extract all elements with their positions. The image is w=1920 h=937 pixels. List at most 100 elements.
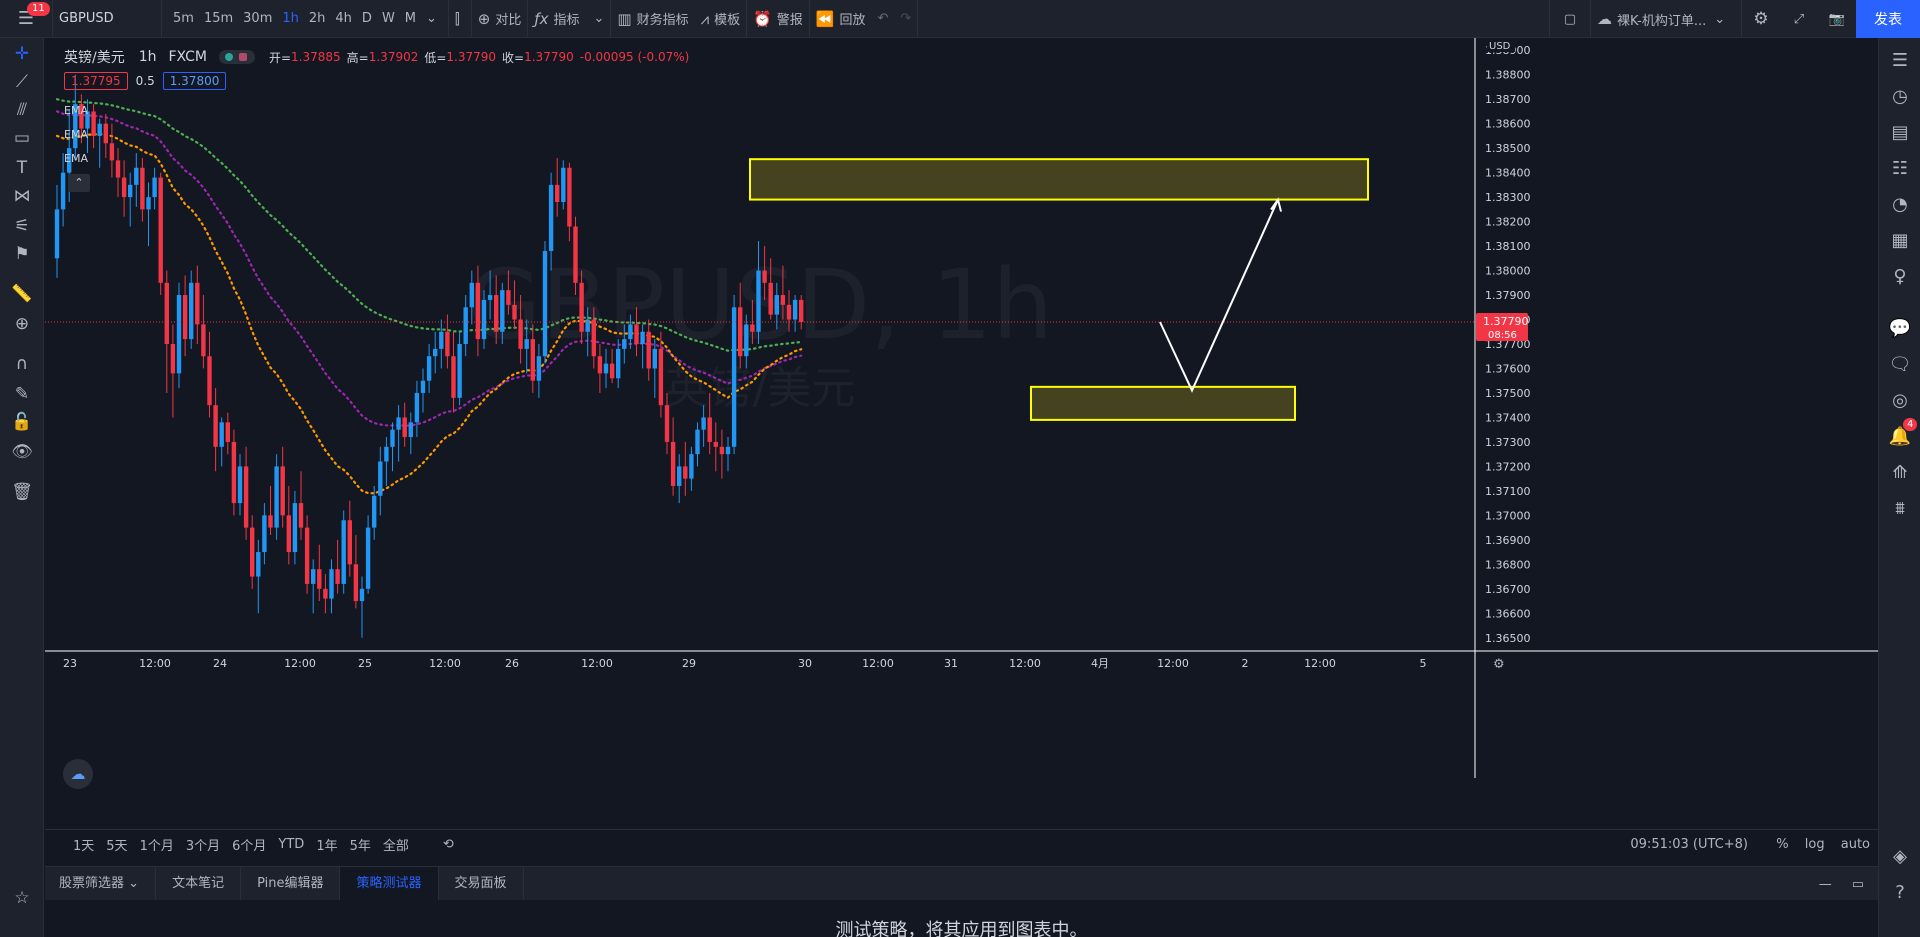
details-icon[interactable]: ☷ [1891, 158, 1909, 179]
clock-icon[interactable]: ◷ [1892, 86, 1908, 107]
tab-notes[interactable]: 文本笔记 [156, 866, 242, 901]
tf-5m[interactable]: 5m [173, 11, 194, 26]
percent-scale-toggle[interactable]: % [1776, 837, 1789, 852]
pulse-icon[interactable]: ⟰ [1892, 462, 1908, 483]
zone-demand[interactable] [1030, 385, 1296, 421]
range-ytd[interactable]: YTD [278, 837, 305, 852]
hotlist-icon[interactable]: ◔ [1892, 194, 1908, 215]
layers-icon[interactable]: ◈ [1893, 846, 1907, 867]
tab-trading-panel[interactable]: 交易面板 [439, 866, 524, 901]
tf-m[interactable]: M [404, 11, 417, 26]
candle-body [158, 177, 163, 283]
lock-icon[interactable]: 🔓 [11, 412, 33, 432]
star-icon[interactable]: ☆ [14, 888, 30, 908]
projection-path[interactable] [1159, 199, 1279, 393]
financials-button[interactable]: ▥ 财务指标 [611, 0, 694, 38]
replay-button[interactable]: ⏪ 回放 [810, 0, 872, 38]
pattern-icon[interactable]: ⋈ [13, 186, 31, 206]
sell-button[interactable]: 1.37795 [64, 72, 128, 90]
log-scale-toggle[interactable]: log [1804, 837, 1825, 852]
ema-legend-3[interactable]: EMA [64, 152, 88, 165]
layout-name[interactable]: ☁ 裸K-机构订单... ⌄ [1591, 0, 1741, 38]
menu-button[interactable]: ☰ 11 [0, 0, 52, 38]
minimize-icon[interactable]: — [1818, 876, 1832, 892]
candle-body [573, 226, 578, 283]
range-1m[interactable]: 1个月 [139, 839, 174, 854]
magnet-icon[interactable]: ∩ [15, 354, 29, 374]
crosshair-icon[interactable]: ✛ [14, 44, 30, 64]
tab-pine-editor[interactable]: Pine编辑器 [241, 866, 341, 901]
ema-legend-1[interactable]: EMA [64, 104, 88, 117]
tf-d[interactable]: D [361, 11, 372, 26]
pencil-lock-icon[interactable]: ✎ [14, 384, 30, 404]
candle-body [335, 569, 340, 584]
symbol-search[interactable]: GBPUSD [59, 11, 114, 26]
range-1d[interactable]: 1天 [73, 839, 95, 854]
undo-button[interactable]: ↶ [872, 0, 895, 38]
publish-button[interactable]: 发表 [1856, 0, 1920, 38]
tab-screener[interactable]: 股票筛选器 ⌄ [45, 866, 157, 901]
rectangle-icon[interactable]: ▭ [13, 128, 31, 148]
chart-type-button[interactable]: ⫿ [449, 0, 471, 38]
ema-legend-2[interactable]: EMA [64, 128, 88, 141]
alerts-button[interactable]: ⏰ 警报 [747, 0, 809, 38]
candle-body [121, 177, 127, 198]
auto-scale-toggle[interactable]: auto [1840, 837, 1870, 852]
forecast-icon[interactable]: ⚟ [14, 216, 30, 236]
zone-supply[interactable] [749, 158, 1369, 201]
maximize-icon[interactable]: ▭ [1851, 876, 1864, 892]
messages-icon[interactable]: 🗨 [1888, 354, 1912, 375]
templates-icon: ⩘ [700, 9, 710, 28]
help-icon[interactable]: ? [1895, 882, 1905, 903]
tf-30m[interactable]: 30m [243, 11, 273, 26]
range-1y[interactable]: 1年 [316, 839, 338, 854]
fullscreen-button[interactable]: ⤢ [1780, 0, 1818, 38]
templates-button[interactable]: ⩘ 模板 [695, 0, 746, 38]
text-icon[interactable]: T [16, 158, 28, 178]
indicators-button[interactable]: ƒx 指标 ⌄ [528, 0, 610, 38]
alerts-bell-icon[interactable]: 🔔 [1888, 426, 1912, 447]
calendar-icon[interactable]: ▦ [1891, 230, 1909, 251]
alerts-label: 警报 [776, 13, 803, 28]
range-5d[interactable]: 5天 [106, 839, 128, 854]
axis-settings-icon[interactable]: ⚙ [1493, 657, 1505, 672]
streams-icon[interactable]: ◎ [1892, 390, 1908, 411]
eye-icon[interactable]: 👁 [11, 442, 33, 462]
trend-line-icon[interactable]: ⟋ [16, 72, 28, 92]
tf-1h[interactable]: 1h [282, 11, 299, 26]
tab-strategy-tester[interactable]: 策略测试器 [340, 866, 439, 901]
legend-toggle[interactable] [218, 50, 255, 64]
screenshot-button[interactable]: 📷 [1818, 0, 1856, 38]
fib-icon[interactable]: ⫻ [16, 100, 28, 120]
redo-button[interactable]: ↷ [894, 0, 917, 38]
watchlist-icon[interactable]: ☰ [1891, 50, 1909, 71]
tradingview-logo-icon[interactable]: ☁ [63, 759, 93, 789]
range-all[interactable]: 全部 [382, 839, 409, 854]
tf-2h[interactable]: 2h [308, 11, 326, 26]
ruler-icon[interactable]: 📏 [11, 284, 33, 304]
candle-body [695, 429, 700, 455]
range-6m[interactable]: 6个月 [232, 839, 267, 854]
icons-tool-icon[interactable]: ⚑ [14, 244, 30, 264]
range-5y[interactable]: 5年 [349, 839, 371, 854]
zoom-icon[interactable]: ⊕ [14, 314, 30, 334]
news-icon[interactable]: ▤ [1891, 122, 1909, 143]
chat-icon[interactable]: 💬 [1888, 318, 1912, 339]
trash-icon[interactable]: 🗑 [11, 482, 33, 502]
goto-date-icon[interactable]: ⟲ [442, 837, 454, 852]
tf-w[interactable]: W [381, 11, 395, 26]
ideas-icon[interactable]: ♀ [1893, 266, 1907, 287]
chevron-down-icon[interactable]: ⌄ [426, 11, 437, 26]
clock-readout[interactable]: 09:51:03 (UTC+8) [1630, 837, 1748, 852]
tf-4h[interactable]: 4h [335, 11, 352, 26]
layout-select-button[interactable]: ▢ [1550, 0, 1590, 38]
collapse-legend-button[interactable]: ⌃ [68, 174, 90, 192]
tf-15m[interactable]: 15m [203, 11, 234, 26]
range-3m[interactable]: 3个月 [185, 839, 221, 854]
settings-button[interactable]: ⚙ [1742, 0, 1780, 38]
compare-button[interactable]: ⊕ 对比 [472, 0, 528, 38]
signals-icon[interactable]: ⩩ [1895, 498, 1905, 519]
candle-body [262, 515, 267, 553]
buy-button[interactable]: 1.37800 [162, 72, 227, 90]
